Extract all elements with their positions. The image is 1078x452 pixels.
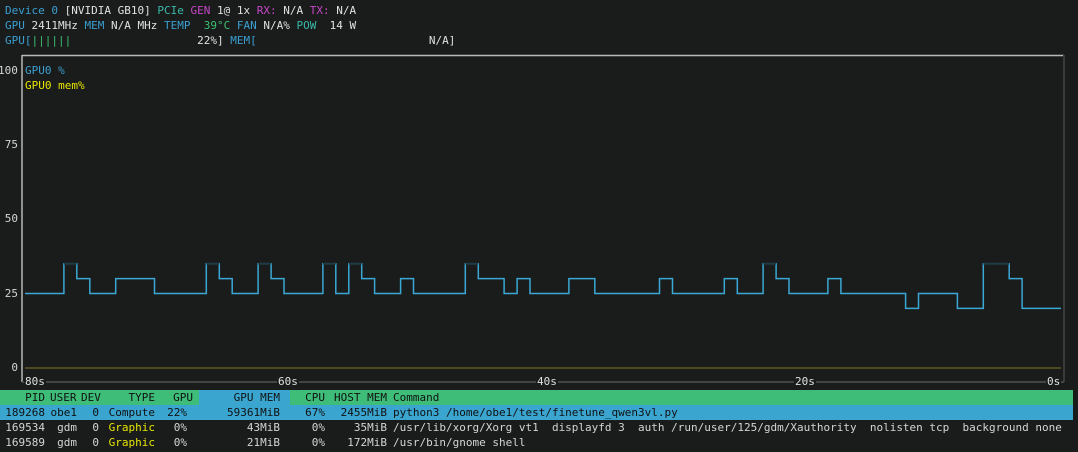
process-type: Compute — [108, 406, 155, 419]
process-command: /usr/lib/xorg/Xorg vt1 displayfd 3 auth … — [393, 421, 1062, 434]
rx-value: N/A — [283, 4, 304, 17]
pow-label: POW — [296, 19, 317, 32]
gpu-clock-label: GPU — [5, 19, 25, 32]
header-command[interactable]: Command — [393, 391, 440, 404]
header-host-mem[interactable]: HOST MEM — [334, 391, 387, 404]
process-user: gdm — [57, 421, 77, 434]
process-cpu: 0% — [311, 421, 325, 434]
process-gpu-mem: 43MiB — [246, 421, 280, 434]
y-tick-label: 25 — [4, 287, 18, 300]
x-tick-label: 20s — [794, 375, 816, 388]
process-cpu: 0% — [311, 436, 325, 449]
header-gpu-mem[interactable]: GPU MEM — [233, 391, 280, 404]
process-pid: 169589 — [5, 436, 45, 449]
table-header-sorted — [199, 390, 290, 405]
table-header-right — [290, 390, 1073, 405]
temp-label: TEMP — [163, 19, 191, 32]
header-user[interactable]: USER — [50, 391, 77, 404]
process-gpu-mem: 21MiB — [246, 436, 280, 449]
process-gpu: 0% — [173, 421, 187, 434]
process-command: /usr/bin/gnome shell — [393, 436, 526, 449]
usage-bars-line: GPU[|||||| 22%] MEM[ N/A] — [5, 33, 455, 48]
mem-usage-value: N/A] — [428, 34, 456, 47]
process-row[interactable]: 169589 gdm 0 Graphic 0% 21MiB 0% 172MiB … — [0, 435, 1073, 450]
mem-clock-value: N/A MHz — [110, 19, 158, 32]
process-type: Graphic — [108, 421, 155, 434]
process-gpu: 0% — [173, 436, 187, 449]
process-dev: 0 — [92, 421, 99, 434]
gpu-clock-value: 2411MHz — [31, 19, 78, 32]
legend-gpu-mem-percent: GPU0 mem% — [25, 79, 85, 92]
series-gpu-percent-line — [25, 262, 1061, 310]
header-type[interactable]: TYPE — [128, 391, 156, 404]
mem-clock-label: MEM — [84, 19, 105, 32]
process-cpu: 67% — [305, 406, 325, 419]
y-tick-label: 0 — [11, 361, 18, 374]
pow-value: 14 W — [329, 19, 357, 32]
device-name: [NVIDIA GB10] — [64, 4, 151, 17]
header-cpu[interactable]: CPU — [305, 391, 325, 404]
tx-value: N/A — [336, 4, 357, 17]
process-command: python3 /home/obe1/test/finetune_qwen3vl… — [393, 406, 678, 419]
stats-line: GPU 2411MHz MEM N/A MHz TEMP 39°C FAN N/… — [5, 18, 356, 33]
x-tick-label: 80s — [24, 375, 46, 388]
fan-value: N/A% — [263, 19, 290, 32]
y-tick-label: 75 — [4, 138, 18, 151]
table-header: PID USER DEV TYPE GPU GPU MEM CPU HOST M… — [0, 390, 1073, 405]
process-row[interactable]: 169534 gdm 0 Graphic 0% 43MiB 0% 35MiB /… — [0, 420, 1073, 435]
process-pid: 169534 — [5, 421, 45, 434]
table-header-left — [0, 390, 199, 405]
x-tick-label: 60s — [277, 375, 299, 388]
process-dev: 0 — [92, 436, 99, 449]
process-gpu-mem: 59361MiB — [227, 406, 280, 419]
pcie-label: PCIe — [157, 4, 184, 17]
legend-gpu-percent: GPU0 % — [25, 64, 65, 77]
x-tick-label: 0s — [1046, 375, 1062, 388]
header-pid[interactable]: PID — [25, 391, 45, 404]
device-info-line: Device 0 [NVIDIA GB10] PCIe GEN 1@ 1x RX… — [5, 3, 356, 18]
process-type: Graphic — [108, 436, 155, 449]
process-host-mem: 35MiB — [353, 421, 387, 434]
header-gpu[interactable]: GPU — [173, 391, 193, 404]
tx-label: TX: — [309, 4, 330, 17]
rx-label: RX: — [256, 4, 277, 17]
process-host-mem: 172MiB — [347, 436, 387, 449]
temp-value: 39°C — [203, 19, 231, 32]
process-pid: 189268 — [5, 406, 45, 419]
gpu-usage-value: 22%] — [197, 34, 224, 47]
fan-label: FAN — [236, 19, 257, 32]
process-dev: 0 — [92, 406, 99, 419]
x-tick-label: 40s — [536, 375, 558, 388]
process-user: obe1 — [50, 406, 78, 419]
y-tick-label: 100 — [0, 64, 18, 77]
y-tick-label: 50 — [4, 212, 18, 225]
process-row[interactable]: 189268 obe1 0 Compute 22% 59361MiB 67% 2… — [0, 405, 1073, 420]
gen-label: GEN — [190, 4, 211, 17]
gpu-usage-bar: |||||| — [31, 34, 72, 47]
process-gpu: 22% — [167, 406, 187, 419]
header-dev[interactable]: DEV — [81, 391, 101, 404]
process-user: gdm — [57, 436, 77, 449]
gpu-bar-label: GPU[ — [5, 34, 32, 47]
process-host-mem: 2455MiB — [340, 406, 387, 419]
gen-value: 1@ 1x — [216, 4, 251, 17]
device-label: Device 0 — [5, 4, 58, 17]
mem-bar-label: MEM[ — [230, 34, 257, 47]
